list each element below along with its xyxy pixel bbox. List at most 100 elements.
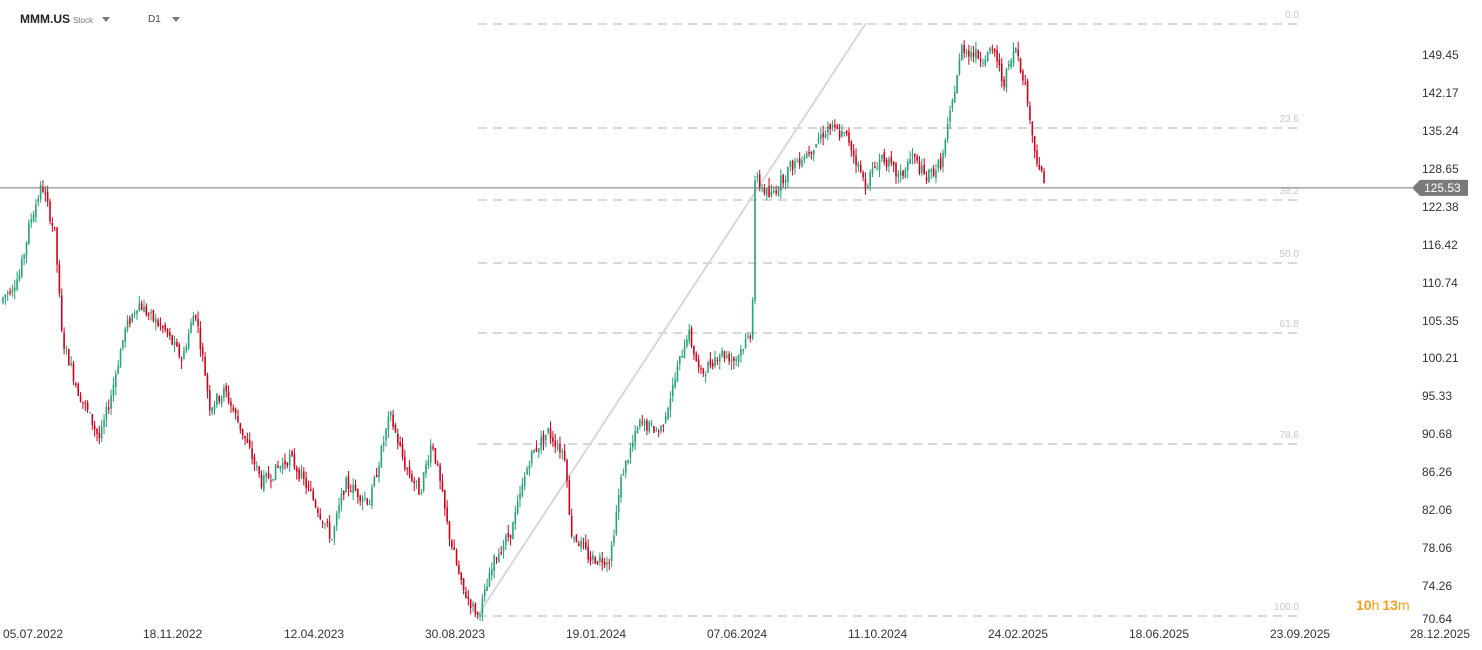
y-axis-tick-label: 78.06	[1422, 541, 1452, 555]
candle-body	[735, 358, 737, 361]
candle-body	[13, 287, 16, 292]
caret-down-icon[interactable]	[171, 16, 180, 22]
candle-body	[293, 454, 296, 468]
candle-body	[448, 521, 451, 540]
candle-body	[453, 547, 455, 550]
candle-body	[465, 591, 467, 598]
candle-body	[178, 344, 181, 357]
candle-body	[91, 414, 94, 425]
candle-body	[122, 340, 124, 348]
candle-body	[812, 150, 815, 155]
candle-body	[834, 124, 836, 128]
candle-body	[58, 264, 61, 294]
candle-body	[230, 401, 232, 406]
candle-body	[326, 521, 329, 524]
candle-body	[979, 59, 982, 62]
candle-body	[164, 325, 166, 330]
candle-body	[770, 191, 773, 196]
candle-body	[939, 157, 942, 169]
y-axis-tick-label: 90.68	[1422, 427, 1452, 441]
candle-body	[857, 162, 860, 167]
candle-body	[928, 169, 930, 183]
candle-body	[32, 214, 35, 222]
candle-body	[63, 332, 65, 349]
candle-body	[643, 420, 646, 426]
candle-body	[841, 130, 843, 137]
y-axis-tick-label: 122.38	[1422, 200, 1459, 214]
candle-body	[697, 359, 700, 368]
candle-body	[110, 395, 112, 409]
candle-body	[756, 176, 759, 178]
y-axis-tick-label: 82.06	[1422, 503, 1452, 517]
candle-body	[906, 161, 909, 171]
symbol-label[interactable]: MMM.US	[20, 12, 70, 26]
candle-body	[53, 227, 56, 229]
candle-body	[977, 50, 980, 59]
caret-down-icon[interactable]	[102, 16, 111, 22]
candle-body	[747, 335, 749, 337]
candle-body	[523, 476, 526, 486]
candle-body	[817, 139, 820, 142]
candle-body	[702, 368, 705, 374]
candle-body	[359, 496, 361, 501]
candle-body	[432, 446, 434, 449]
candle-body	[347, 476, 350, 489]
candle-body	[671, 384, 674, 397]
candle-body	[530, 450, 533, 464]
timeframe-label[interactable]: D1	[148, 13, 161, 25]
candle-body	[1022, 70, 1024, 81]
candle-body	[876, 168, 878, 171]
candle-body	[502, 545, 505, 551]
candle-body	[100, 426, 103, 439]
candle-body	[300, 470, 303, 478]
candle-body	[77, 383, 79, 396]
candle-body	[923, 164, 925, 175]
candle-body	[594, 557, 596, 564]
candle-body	[397, 433, 399, 444]
candle-body	[761, 188, 763, 190]
candle-body	[533, 449, 535, 453]
candle-body	[136, 310, 138, 314]
candle-body	[140, 303, 143, 311]
candle-body	[333, 526, 336, 539]
candle-body	[335, 513, 338, 526]
fib-level-label: 100.0	[1274, 602, 1299, 613]
candle-body	[354, 485, 357, 491]
candle-body	[321, 521, 324, 524]
y-axis-tick-label: 135.24	[1422, 124, 1459, 138]
y-axis-tick-label: 116.42	[1422, 238, 1458, 252]
candle-body	[742, 349, 745, 352]
candle-body	[845, 130, 848, 134]
candle-body	[704, 374, 707, 377]
y-axis-tick-label: 100.21	[1422, 351, 1459, 365]
candle-body	[1017, 49, 1019, 57]
candle-body	[641, 421, 643, 423]
candle-body	[319, 513, 322, 519]
candle-body	[68, 349, 70, 366]
candle-body	[129, 318, 131, 324]
candle-body	[1026, 80, 1029, 104]
y-axis-tick-label: 149.45	[1422, 48, 1459, 62]
candle-body	[495, 558, 498, 560]
candle-body	[107, 407, 110, 410]
candle-body	[317, 508, 319, 513]
candle-body	[733, 357, 735, 361]
candle-body	[1024, 82, 1027, 84]
candle-body	[791, 160, 794, 170]
candle-body	[662, 424, 665, 426]
trendline[interactable]	[477, 22, 867, 616]
candle-body	[850, 141, 853, 151]
candle-body	[653, 426, 655, 433]
candle-body	[2, 297, 4, 303]
candle-body	[382, 442, 385, 446]
candle-body	[194, 315, 197, 319]
candle-body	[883, 152, 886, 162]
candle-body	[500, 551, 502, 554]
candle-body	[385, 428, 387, 441]
candle-body	[855, 155, 857, 166]
candle-body	[655, 429, 658, 431]
candle-body	[37, 198, 40, 203]
candle-body	[72, 363, 75, 382]
candle-body	[307, 486, 310, 488]
